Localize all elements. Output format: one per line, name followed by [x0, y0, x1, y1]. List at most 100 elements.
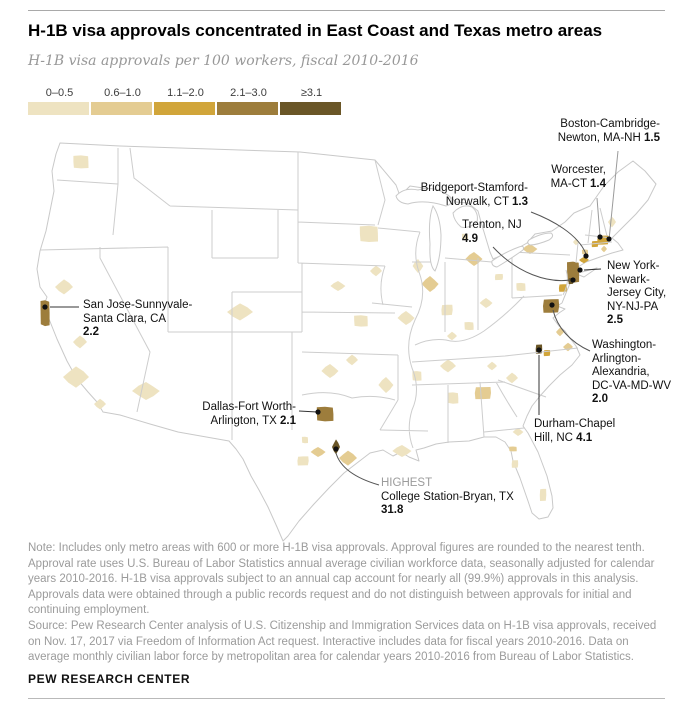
callout-text: 2.2 [83, 326, 99, 338]
callout-text: Boston-Cambridge- [560, 118, 660, 130]
callout-text: Durham-Chapel [534, 418, 616, 430]
metro-blob [397, 311, 415, 325]
leader-line-bridgeport [530, 211, 587, 255]
callout-text: MA-CT [550, 177, 590, 190]
metro-blob [494, 274, 503, 281]
metro-blob [461, 233, 468, 241]
callout-boston: Boston-Cambridge- Newton, MA-NH 1.5 [558, 118, 660, 145]
metro-blob [310, 447, 326, 457]
metro-blob [487, 361, 497, 371]
metro-blob [447, 331, 457, 341]
lake-michigan [428, 204, 442, 272]
metro-blob [474, 387, 491, 400]
metro-blob [479, 298, 493, 308]
brand-footer: PEW RESEARCH CENTER [28, 672, 191, 686]
legend-swatch [280, 102, 341, 115]
note-text: Note: Includes only metro areas with 600… [28, 542, 655, 617]
callout-text: Trenton, NJ [462, 219, 522, 231]
legend-item: 0–0.5 [28, 87, 91, 115]
callout-text: Washington- [592, 339, 657, 351]
callout-durham: Durham-Chapel Hill, NC 4.1 [534, 418, 615, 445]
leader-line-new-york [583, 268, 602, 271]
metro-dot-boston [606, 236, 612, 242]
metro-dot-college-station [333, 446, 339, 452]
callout-text: 1.4 [590, 177, 606, 190]
chart-title: H-1B visa approvals concentrated in East… [28, 21, 603, 40]
metro-blob [55, 279, 73, 295]
callout-text: Alexandria, [592, 366, 650, 378]
us-outline [36, 142, 657, 542]
callout-text: 4.1 [576, 431, 593, 444]
callout-text: Arlington, TX [210, 414, 280, 427]
metro-blob [359, 225, 378, 242]
callout-new-york: New York- Newark- Jersey City, NY-NJ-PA 2.5 [607, 260, 666, 328]
metro-dot-new-york [577, 267, 583, 273]
metro-blob [297, 456, 309, 466]
metro-dot-bridgeport [583, 253, 589, 259]
metro-blob [73, 155, 89, 169]
metro-blob [601, 245, 607, 253]
leader-line-college-station [335, 452, 380, 486]
legend-item: 0.6–1.0 [91, 87, 154, 115]
callout-text: 31.8 [381, 504, 404, 516]
notes-block: Note: Includes only metro areas with 600… [28, 541, 665, 666]
metro-dots [42, 234, 612, 452]
metro-dot-trenton [570, 277, 576, 283]
top-rule [28, 10, 665, 11]
metro-dot-durham [536, 347, 542, 353]
callout-text: 1.5 [644, 131, 660, 144]
metro-blobs [40, 155, 616, 501]
metro-blob [608, 216, 616, 228]
callout-text: Arlington- [592, 352, 642, 365]
metro-blob [464, 322, 474, 331]
leader-line-dallas [298, 410, 318, 413]
legend-label: 0–0.5 [45, 87, 74, 99]
leader-line-worcester [596, 197, 601, 237]
state-borders [39, 147, 613, 449]
callout-text: Hill, NC [534, 431, 577, 444]
callout-text: 2.5 [607, 314, 623, 326]
leader-line-trenton [492, 246, 571, 282]
callout-text: 2.1 [280, 414, 296, 427]
metro-blob [567, 261, 580, 283]
callout-text: 2.0 [592, 393, 608, 405]
metro-blob [301, 436, 308, 444]
legend-item: 2.1–3.0 [217, 87, 280, 115]
legend-label: 1.1–2.0 [167, 87, 204, 99]
metro-blob [330, 281, 346, 291]
callout-text: Santa Clara, CA [83, 312, 167, 325]
lake-superior [395, 188, 452, 207]
leader-line-boston [608, 150, 619, 241]
legend-label: 2.1–3.0 [230, 87, 267, 99]
callout-text: Newark- [607, 273, 650, 286]
lake-erie [491, 245, 524, 268]
metro-blob [370, 265, 382, 277]
leader-line-washington [552, 309, 591, 352]
metro-blob [447, 392, 459, 404]
callout-text: Dallas-Fort Worth- [202, 401, 296, 413]
callout-text: HIGHEST [381, 477, 433, 489]
metro-blob [378, 377, 394, 393]
metro-blob [522, 244, 538, 254]
metro-blob [392, 445, 412, 457]
metro-blob [516, 282, 526, 291]
callout-text: Jersey City, [607, 287, 667, 299]
metro-blob [421, 276, 439, 292]
callout-washington: Washington- Arlington- Alexandria, DC-VA-MD… [592, 339, 671, 407]
metro-blob [354, 315, 368, 327]
legend-swatch [217, 102, 278, 115]
great-lakes [395, 188, 554, 272]
bottom-rule [28, 698, 665, 699]
lake-ontario [527, 232, 554, 246]
callout-text: College Station-Bryan, TX [381, 490, 514, 503]
legend-swatch [154, 102, 215, 115]
callout-text: New York- [607, 260, 660, 272]
source-text: Source: Pew Research Center analysis of … [28, 619, 657, 664]
legend-swatch [91, 102, 152, 115]
callout-text: DC-VA-MD-WV [592, 379, 671, 392]
legend: 0–0.5 0.6–1.0 1.1–2.0 2.1–3.0 ≥3.1 [28, 87, 343, 115]
metro-blob [316, 406, 334, 422]
callout-text: Bridgeport-Stamford- [420, 182, 528, 194]
